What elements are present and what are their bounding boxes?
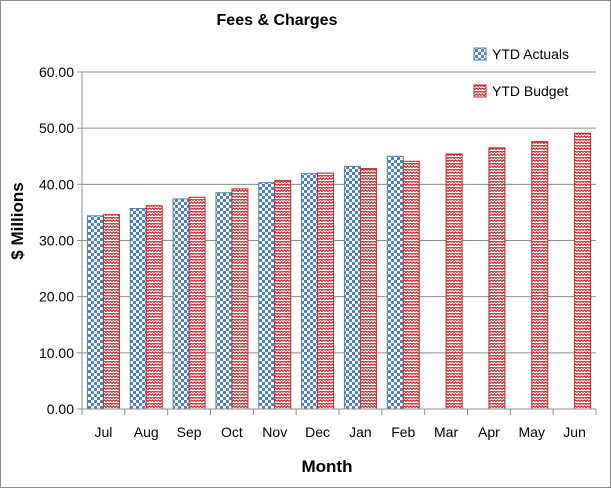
y-tick-label: 20.00 bbox=[39, 289, 74, 305]
x-axis-title: Month bbox=[302, 457, 353, 476]
legend-swatch-actuals bbox=[473, 47, 487, 61]
x-tick-label: Feb bbox=[391, 424, 415, 440]
x-tick-label: Jul bbox=[94, 424, 112, 440]
bar-ytd-actuals-oct bbox=[215, 192, 233, 410]
x-tick-label: Jun bbox=[563, 424, 586, 440]
legend-item-ytd-budget: YTD Budget bbox=[473, 83, 568, 99]
y-tick-label: 40.00 bbox=[39, 176, 74, 192]
y-tick-label: 10.00 bbox=[39, 345, 74, 361]
x-tick-label: Nov bbox=[262, 424, 287, 440]
bar-ytd-budget-apr bbox=[488, 147, 506, 410]
x-tick-label: Sep bbox=[177, 424, 202, 440]
bar-ytd-actuals-aug bbox=[129, 207, 147, 410]
bar-ytd-budget-aug bbox=[145, 205, 163, 410]
axes bbox=[77, 71, 597, 415]
x-tick-label: Jan bbox=[349, 424, 372, 440]
y-tick-label: 30.00 bbox=[39, 233, 74, 249]
legend-item-ytd-actuals: YTD Actuals bbox=[473, 46, 569, 62]
y-tick-labels: 0.00 10.00 20.00 30.00 40.00 50.00 60.00 bbox=[39, 64, 74, 417]
bars bbox=[86, 132, 592, 410]
bar-ytd-actuals-sep bbox=[172, 198, 190, 410]
x-tick-label: Aug bbox=[134, 424, 159, 440]
bar-ytd-actuals-nov bbox=[258, 182, 276, 410]
bar-ytd-budget-dec bbox=[317, 172, 335, 410]
x-tick-label: Mar bbox=[434, 424, 458, 440]
x-tick-label: May bbox=[519, 424, 545, 440]
y-tick-label: 50.00 bbox=[39, 120, 74, 136]
legend-label-budget: YTD Budget bbox=[492, 83, 568, 99]
bar-ytd-budget-oct bbox=[231, 188, 249, 410]
x-tick-label: Dec bbox=[305, 424, 330, 440]
bar-ytd-budget-jun bbox=[574, 132, 592, 410]
bar-ytd-budget-feb bbox=[402, 160, 420, 410]
bar-ytd-budget-nov bbox=[274, 179, 292, 410]
x-tick-labels: Jul Aug Sep Oct Nov Dec Jan Feb Mar Apr May Jun bbox=[94, 424, 585, 440]
bar-ytd-budget-mar bbox=[445, 153, 463, 410]
bar-ytd-budget-may bbox=[531, 141, 549, 410]
bar-ytd-budget-sep bbox=[188, 196, 206, 410]
x-tick-label: Apr bbox=[478, 424, 500, 440]
bar-ytd-budget-jul bbox=[102, 214, 120, 410]
y-axis-title: $ Millions bbox=[8, 182, 27, 259]
bar-ytd-actuals-jul bbox=[86, 215, 104, 410]
legend-label-actuals: YTD Actuals bbox=[492, 46, 569, 62]
y-tick-label: 60.00 bbox=[39, 64, 74, 80]
bar-ytd-actuals-feb bbox=[386, 155, 404, 410]
bar-ytd-actuals-jan bbox=[343, 165, 361, 410]
bar-ytd-actuals-dec bbox=[301, 173, 319, 410]
chart-title: Fees & Charges bbox=[217, 12, 338, 29]
legend: YTD Actuals YTD Budget bbox=[473, 46, 569, 99]
gridlines bbox=[82, 71, 596, 354]
bar-ytd-budget-jan bbox=[359, 168, 377, 410]
legend-swatch-budget bbox=[473, 84, 487, 98]
x-tick-label: Oct bbox=[221, 424, 243, 440]
y-tick-label: 0.00 bbox=[47, 401, 74, 417]
